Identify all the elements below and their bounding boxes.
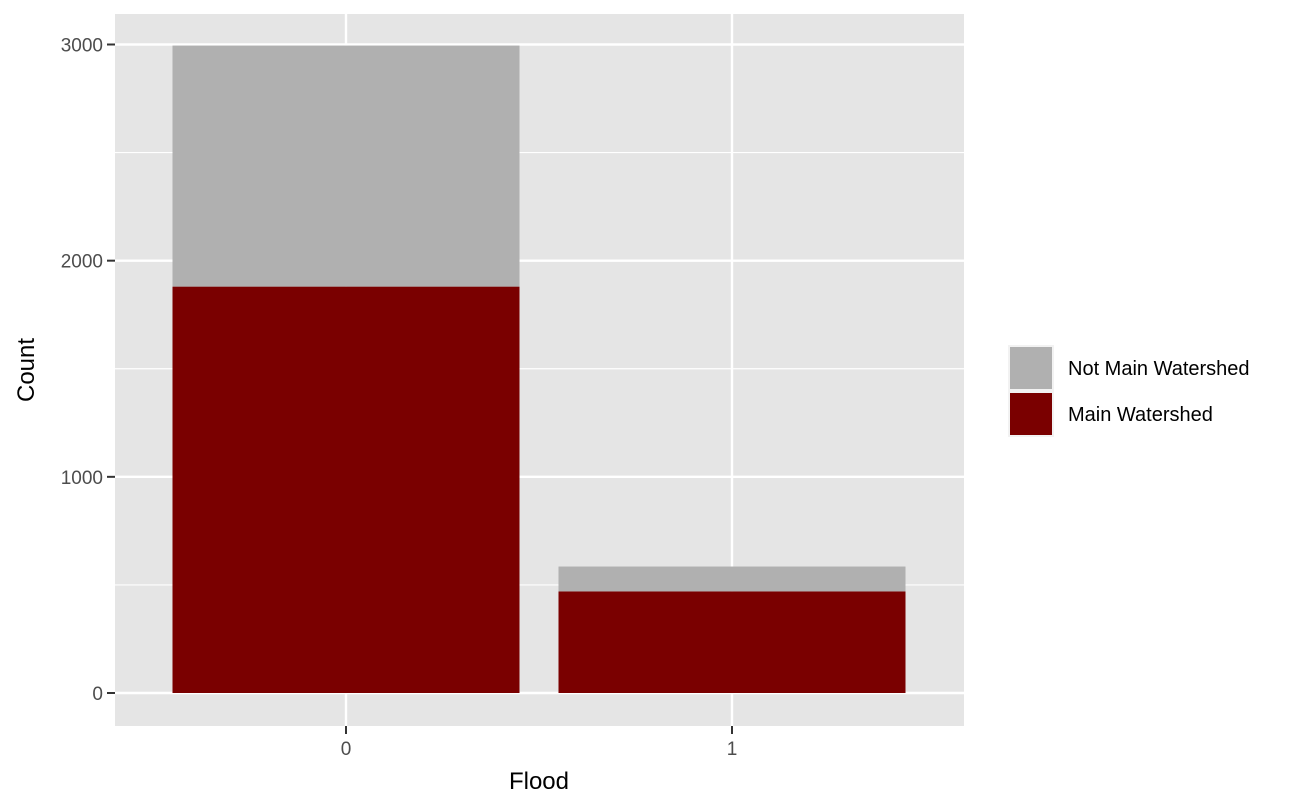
x-axis-title: Flood (509, 768, 569, 795)
bars-layer (172, 45, 906, 693)
legend-label-not-main-watershed: Not Main Watershed (1068, 358, 1250, 380)
bar-not-main-watershed-0 (172, 45, 520, 287)
legend: Not Main Watershed Main Watershed (1008, 345, 1250, 437)
legend-label-main-watershed: Main Watershed (1068, 404, 1213, 426)
x-tick-label: 0 (341, 739, 352, 760)
y-tick-label: 3000 (61, 36, 103, 57)
bar-main-watershed-1 (558, 591, 906, 693)
legend-swatch-main-watershed (1010, 393, 1052, 435)
y-tick-label: 2000 (61, 252, 103, 273)
legend-swatch-not-main-watershed (1010, 347, 1052, 389)
y-tick-label: 1000 (61, 468, 103, 489)
y-axis: 0 1000 2000 3000 (61, 36, 115, 705)
y-axis-title: Count (13, 338, 40, 402)
y-tick-label: 0 (92, 684, 103, 705)
x-tick-label: 1 (727, 739, 738, 760)
bar-main-watershed-0 (172, 286, 520, 693)
bar-not-main-watershed-1 (558, 566, 906, 592)
